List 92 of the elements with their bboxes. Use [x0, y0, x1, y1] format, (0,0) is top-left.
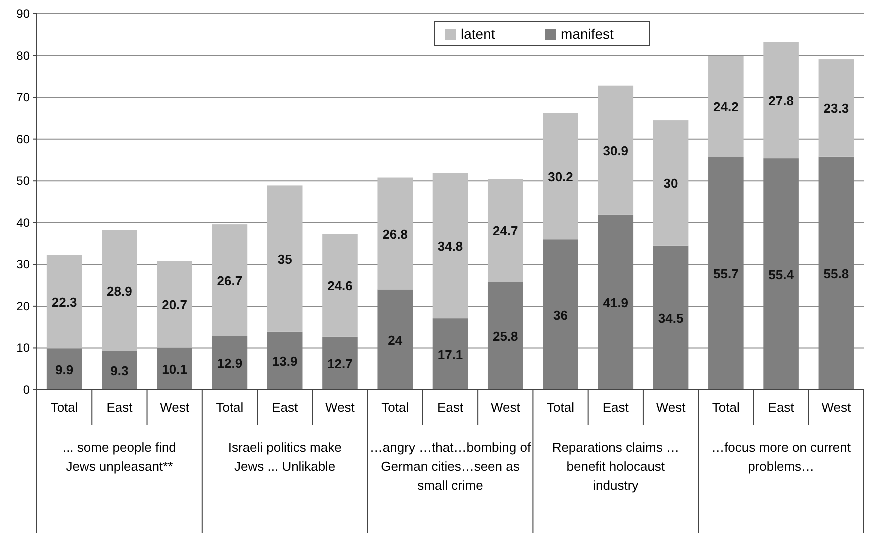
data-label: 12.7 — [328, 356, 353, 372]
bar — [764, 158, 799, 390]
bar — [322, 234, 358, 337]
y-tick-label: 80 — [16, 48, 30, 63]
bar — [432, 173, 468, 319]
bar — [267, 332, 303, 390]
x-tick-label: West — [822, 400, 852, 415]
y-tick-label: 90 — [16, 7, 30, 21]
data-label: 36 — [554, 308, 568, 323]
data-label: 55.4 — [768, 267, 795, 282]
y-tick-label: 40 — [16, 216, 30, 230]
data-label: 25.8 — [492, 329, 518, 344]
y-tick-label: 50 — [16, 174, 30, 188]
bar — [653, 120, 689, 246]
x-tick-label: West — [160, 400, 190, 415]
bar — [598, 86, 634, 215]
data-label: 55.7 — [714, 266, 739, 282]
x-tick-label: Total — [712, 400, 740, 415]
bar — [212, 336, 248, 390]
data-label: 24 — [388, 332, 404, 348]
bar — [708, 157, 744, 390]
x-tick-label: Total — [50, 400, 78, 415]
x-tick-label: West — [490, 400, 521, 415]
data-label: 9.3 — [110, 364, 129, 379]
data-label: 41.9 — [603, 295, 629, 310]
bar — [102, 351, 138, 390]
bar — [818, 156, 854, 390]
x-tick-label: West — [656, 400, 686, 415]
data-label: 20.7 — [162, 298, 188, 313]
data-label: 23.3 — [824, 101, 850, 116]
y-tick-label: 0 — [23, 383, 30, 397]
data-label: 24.2 — [714, 100, 739, 115]
bar — [46, 255, 82, 349]
x-tick-label: East — [602, 400, 630, 415]
data-label: 27.8 — [768, 93, 794, 108]
data-label: 30.2 — [548, 170, 574, 185]
bar — [598, 214, 634, 390]
y-tick-label: 10 — [16, 341, 30, 356]
data-label: 26.7 — [217, 273, 243, 288]
bar — [488, 179, 524, 282]
x-tick-label: Total — [382, 400, 410, 415]
bar — [378, 290, 414, 390]
bar — [46, 348, 82, 390]
bar — [157, 261, 192, 348]
data-label: 10.1 — [162, 362, 188, 377]
y-tick-label: 20 — [16, 299, 30, 314]
data-label: 34.8 — [438, 238, 464, 254]
text: …angry …that…bombing of German cities…seen as small crime — [370, 440, 532, 493]
x-tick-label: East — [106, 400, 134, 415]
bar — [708, 56, 744, 158]
data-label: 24.6 — [328, 278, 353, 294]
data-label: 30 — [664, 176, 678, 192]
bar — [543, 113, 578, 240]
x-tick-label: West — [326, 400, 356, 415]
x-tick-label: Total — [216, 400, 244, 415]
bar — [543, 240, 578, 390]
bar — [378, 178, 414, 290]
legend-label: manifest — [561, 26, 614, 42]
x-tick-label: East — [768, 400, 795, 415]
data-label: 22.3 — [52, 295, 78, 310]
bar — [102, 230, 138, 352]
x-tick-label: Total — [547, 400, 575, 415]
bar — [322, 336, 358, 390]
bar — [653, 246, 689, 390]
data-label: 26.8 — [382, 226, 408, 242]
data-label: 34.5 — [658, 310, 684, 326]
y-tick-label: 30 — [16, 258, 30, 272]
bar — [432, 318, 468, 390]
bar — [818, 60, 854, 157]
data-label: 9.9 — [56, 362, 74, 378]
x-tick-label: East — [437, 400, 464, 415]
text: Israeli politics make Jews ... Unlikable — [228, 440, 342, 474]
data-label: 30.9 — [603, 143, 629, 158]
x-tick-label: East — [272, 400, 298, 415]
data-label: 13.9 — [272, 354, 298, 369]
data-label: 17.1 — [438, 347, 464, 362]
data-label: 28.9 — [107, 284, 132, 299]
bar — [488, 282, 524, 390]
legend-label: latent — [461, 26, 496, 42]
data-label: 35 — [278, 252, 292, 267]
bar — [212, 224, 248, 336]
data-label: 12.9 — [217, 356, 243, 372]
text: Reparations claims … benefit holocaust industry — [552, 440, 680, 493]
bar — [764, 42, 799, 159]
y-tick-label: 60 — [16, 132, 30, 146]
data-label: 24.7 — [492, 224, 518, 239]
bar — [267, 186, 303, 332]
y-tick-label: 70 — [16, 90, 30, 105]
data-label: 55.8 — [824, 266, 850, 282]
text: ... some people find Jews unpleasant** — [62, 440, 176, 474]
bar — [157, 348, 192, 390]
text: …focus more on current problems… — [712, 440, 852, 474]
